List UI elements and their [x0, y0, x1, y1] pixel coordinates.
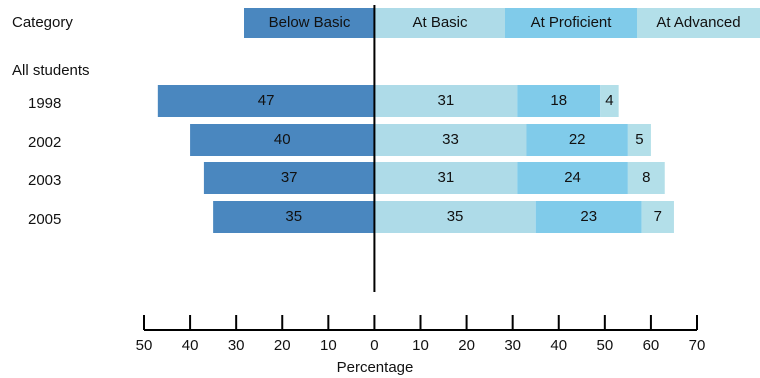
value-label: 18	[550, 92, 567, 109]
legend-label: At Proficient	[531, 14, 613, 31]
x-tick-label: 30	[504, 337, 521, 354]
bar-segment	[203, 162, 375, 194]
x-tick-label: 40	[550, 337, 567, 354]
value-label: 40	[274, 131, 291, 148]
category-label: 1998	[28, 95, 61, 112]
value-label: 8	[642, 169, 650, 186]
legend-swatch	[244, 8, 375, 38]
value-label: 7	[654, 208, 662, 225]
value-label: 23	[580, 208, 597, 225]
value-label: 47	[258, 92, 275, 109]
bar-segment	[374, 124, 527, 156]
value-label: 37	[281, 169, 298, 186]
legend-swatch	[505, 8, 637, 38]
bar-segment	[374, 162, 518, 194]
value-label: 22	[569, 131, 586, 148]
value-label: 4	[605, 92, 613, 109]
legend-swatch	[637, 8, 760, 38]
category-label: 2003	[28, 172, 61, 189]
value-label: 31	[438, 169, 455, 186]
bar-segment	[627, 124, 651, 156]
x-tick-label: 10	[320, 337, 337, 354]
x-tick-label: 70	[689, 337, 706, 354]
x-tick-label: 20	[274, 337, 291, 354]
bar-segment	[535, 201, 642, 233]
x-axis-label: Percentage	[337, 359, 414, 376]
value-label: 31	[438, 92, 455, 109]
legend-label: Below Basic	[269, 14, 351, 31]
legend-label: At Advanced	[656, 14, 740, 31]
bar-segment	[517, 85, 601, 117]
category-label: 2005	[28, 211, 61, 228]
legend-swatch	[375, 8, 505, 38]
bar-segment	[190, 124, 375, 156]
category-label: 2002	[28, 134, 61, 151]
bar-segment	[526, 124, 628, 156]
bar-segment	[157, 85, 375, 117]
x-tick-label: 0	[370, 337, 378, 354]
bar-segment	[641, 201, 674, 233]
x-tick-label: 60	[643, 337, 660, 354]
x-tick-label: 50	[596, 337, 613, 354]
x-tick-label: 50	[136, 337, 153, 354]
bar-segment	[517, 162, 628, 194]
value-label: 35	[447, 208, 464, 225]
value-label: 5	[635, 131, 643, 148]
bar-segment	[213, 201, 375, 233]
x-tick-label: 30	[228, 337, 245, 354]
group-label: All students	[12, 62, 90, 79]
x-tick-label: 10	[412, 337, 429, 354]
value-label: 35	[285, 208, 302, 225]
category-label: Category	[12, 14, 73, 31]
bar-segment	[600, 85, 619, 117]
x-tick-label: 20	[458, 337, 475, 354]
bar-segment	[627, 162, 665, 194]
x-tick-label: 40	[182, 337, 199, 354]
legend-label: At Basic	[412, 14, 468, 31]
value-label: 33	[442, 131, 459, 148]
value-label: 24	[564, 169, 581, 186]
bar-segment	[374, 201, 536, 233]
bar-segment	[374, 85, 518, 117]
